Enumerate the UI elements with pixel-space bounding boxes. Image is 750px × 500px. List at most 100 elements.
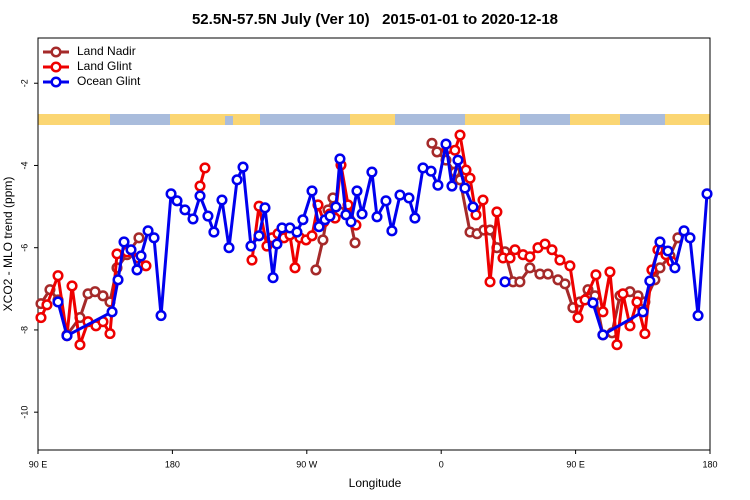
legend-marker <box>50 61 62 73</box>
data-point <box>546 244 558 256</box>
data-point <box>624 320 636 332</box>
data-point <box>148 232 160 244</box>
data-point <box>140 260 152 272</box>
data-point <box>539 238 551 250</box>
data-point <box>194 180 206 192</box>
legend-label: Ocean Glint <box>77 74 141 88</box>
data-point <box>41 299 53 311</box>
data-point <box>179 204 191 216</box>
x-tick-label: 90 W <box>296 459 318 469</box>
data-point <box>133 232 145 244</box>
data-point <box>97 290 109 302</box>
data-point <box>449 144 461 156</box>
data-point <box>334 153 346 165</box>
data-point <box>306 230 318 242</box>
data-point <box>554 254 566 266</box>
data-point <box>484 276 496 288</box>
data-point <box>106 306 118 318</box>
data-point <box>597 306 609 318</box>
data-point <box>524 251 536 263</box>
data-point <box>559 278 571 290</box>
data-point <box>467 201 479 213</box>
data-point <box>231 174 243 186</box>
x-tick-label: 90 E <box>29 459 48 469</box>
data-point <box>324 210 336 222</box>
data-point <box>431 146 443 158</box>
data-point <box>477 194 489 206</box>
legend-label: Land Glint <box>77 59 132 73</box>
data-point <box>310 264 322 276</box>
data-point <box>425 165 437 177</box>
chart-title: 52.5N-57.5N July (Ver 10) 2015-01-01 to … <box>192 11 558 28</box>
data-point <box>509 244 521 256</box>
data-point <box>662 245 674 257</box>
data-point <box>111 248 123 260</box>
data-point <box>564 260 576 272</box>
data-point <box>271 238 283 250</box>
data-point <box>171 195 183 207</box>
data-point <box>631 296 643 308</box>
data-point <box>118 236 130 248</box>
data-point <box>155 309 167 322</box>
data-point <box>426 137 438 149</box>
data-point <box>52 270 64 282</box>
y-tick-label: -8 <box>19 326 29 334</box>
data-point <box>452 154 464 166</box>
data-point <box>208 226 220 238</box>
legend-marker <box>50 76 62 88</box>
data-point <box>644 275 656 287</box>
data-point <box>194 190 206 202</box>
data-point <box>202 210 214 222</box>
data-point <box>216 194 228 206</box>
y-tick-label: -6 <box>19 244 29 252</box>
data-point <box>454 129 466 141</box>
data-point <box>61 330 73 342</box>
data-point <box>371 211 383 223</box>
data-point <box>524 262 536 274</box>
data-point <box>637 306 649 318</box>
data-point <box>313 221 325 233</box>
x-tick-label: 0 <box>439 459 444 469</box>
y-tick-label: -2 <box>19 79 29 87</box>
data-point <box>366 166 378 178</box>
data-point <box>245 240 257 252</box>
data-point <box>267 272 279 284</box>
series <box>52 138 713 342</box>
data-point <box>572 312 584 324</box>
data-point <box>386 225 398 237</box>
data-point <box>669 262 681 274</box>
data-point <box>692 309 704 322</box>
data-point <box>597 329 609 341</box>
data-point <box>291 226 303 238</box>
data-point <box>356 208 368 220</box>
x-tick-label: 180 <box>702 459 717 469</box>
data-point <box>125 244 137 256</box>
x-axis-label: Longitude <box>349 476 402 490</box>
data-point <box>440 138 452 150</box>
data-point <box>701 188 713 200</box>
data-point <box>678 225 690 237</box>
data-point <box>345 216 357 228</box>
data-point <box>259 202 271 214</box>
x-tick-label: 180 <box>165 459 180 469</box>
data-point <box>654 236 666 248</box>
data-point <box>246 254 258 266</box>
data-point <box>380 195 392 207</box>
data-point <box>112 274 124 286</box>
data-point <box>135 250 147 262</box>
data-point <box>403 192 415 204</box>
legend-marker <box>50 46 62 58</box>
data-point <box>237 161 249 173</box>
data-point <box>187 213 199 225</box>
data-point <box>409 212 421 224</box>
data-point <box>199 162 211 174</box>
data-point <box>611 339 623 351</box>
data-point <box>590 269 602 281</box>
data-point <box>351 185 363 197</box>
data-point <box>289 262 301 274</box>
data-point <box>349 237 361 249</box>
data-point <box>66 280 78 292</box>
data-point <box>587 297 599 309</box>
data-point <box>253 230 265 242</box>
